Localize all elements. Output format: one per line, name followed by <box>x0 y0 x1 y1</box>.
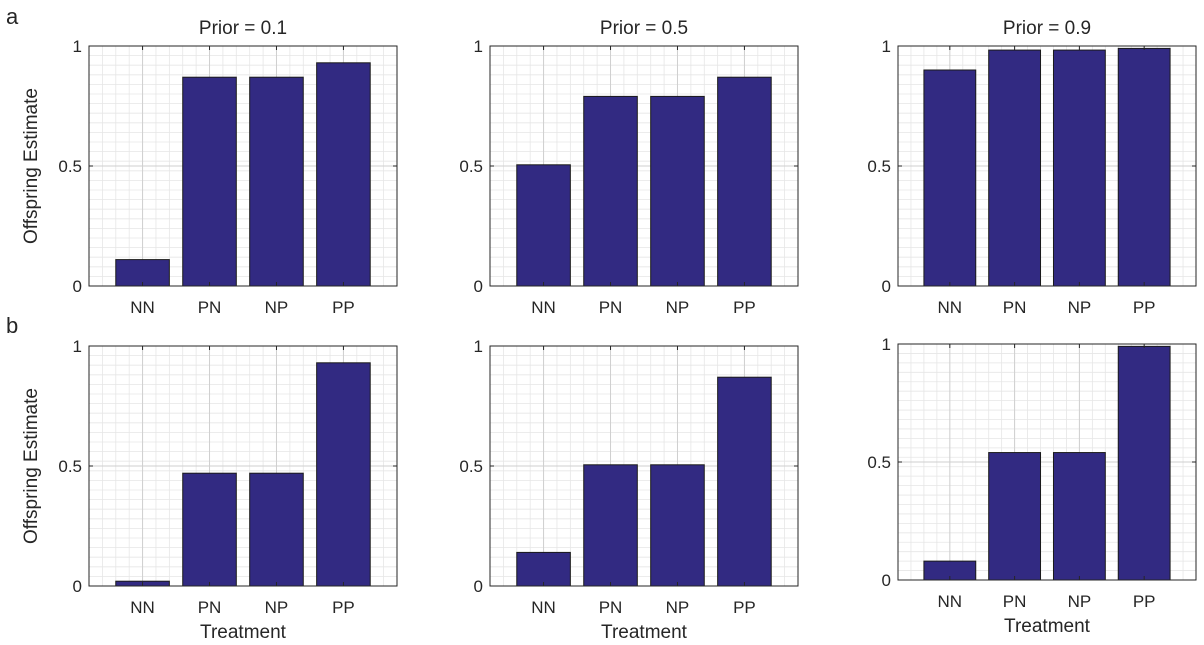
bar-pp <box>717 376 772 587</box>
x-axis-label: Treatment <box>1004 616 1091 637</box>
y-tick-label: 0.5 <box>58 457 82 476</box>
y-tick-label: 1 <box>882 335 891 354</box>
bar-pn <box>988 49 1042 287</box>
bar-nn <box>516 551 571 587</box>
y-tick-label: 0 <box>474 577 483 596</box>
x-tick-label-pp: PP <box>332 298 355 317</box>
x-tick-label-pp: PP <box>332 598 355 617</box>
y-tick-label: 1 <box>73 37 82 56</box>
x-tick-label-pp: PP <box>733 598 756 617</box>
bar-pp <box>717 76 772 287</box>
bar-pn <box>583 95 638 287</box>
y-axis-label: Offspring Estimate <box>21 388 42 544</box>
chart-title: Prior = 0.1 <box>199 18 287 39</box>
y-tick-label: 1 <box>73 337 82 356</box>
bar-chart-panel: 0 0.5 1 NN PN NP PP Treatment <box>867 335 1197 637</box>
y-tick-label: 0 <box>882 571 891 590</box>
y-tick-label: 0.5 <box>459 157 483 176</box>
x-tick-label-pn: PN <box>599 598 623 617</box>
y-tick-label: 1 <box>474 37 483 56</box>
y-tick-label: 1 <box>474 337 483 356</box>
x-tick-label-pn: PN <box>599 298 623 317</box>
x-tick-label-np: NP <box>265 598 289 617</box>
bar-pp <box>316 62 371 287</box>
bar-chart-panel: 0 0.5 1 NN PN NP PP Prior = 0.9 <box>867 18 1197 317</box>
x-tick-label-np: NP <box>666 298 690 317</box>
bar-np <box>1052 49 1106 287</box>
bar-np <box>650 95 705 287</box>
x-tick-label-nn: NN <box>531 598 556 617</box>
y-tick-label: 0.5 <box>867 157 891 176</box>
chart-title: Prior = 0.9 <box>1003 18 1091 39</box>
bar-chart-panel: 0 0.5 1 NN PN NP PP Prior = 0.1 Offspring Estima… <box>21 18 398 317</box>
x-tick-label-nn: NN <box>130 598 155 617</box>
x-tick-label-pp: PP <box>1133 298 1156 317</box>
bar-pn <box>988 452 1042 581</box>
bar-chart-panel: 0 0.5 1 NN PN NP PP Prior = 0.5 <box>459 18 799 317</box>
x-tick-label-np: NP <box>1068 298 1092 317</box>
x-tick-label-np: NP <box>666 598 690 617</box>
x-tick-label-pn: PN <box>198 598 222 617</box>
x-tick-label-np: NP <box>265 298 289 317</box>
bar-np <box>1052 452 1106 581</box>
y-tick-label: 0.5 <box>867 453 891 472</box>
bar-np <box>249 76 304 287</box>
x-tick-label-pn: PN <box>1003 298 1027 317</box>
bar-pp <box>316 362 371 587</box>
x-tick-label-pp: PP <box>733 298 756 317</box>
x-tick-label-pn: PN <box>1003 592 1027 611</box>
y-tick-label: 0 <box>73 577 82 596</box>
x-axis-label: Treatment <box>200 622 287 643</box>
bar-pn <box>583 464 638 587</box>
y-tick-label: 0.5 <box>58 157 82 176</box>
bar-np <box>650 464 705 587</box>
bar-pp <box>1117 47 1171 287</box>
bar-nn <box>516 164 571 287</box>
x-tick-label-pp: PP <box>1133 592 1156 611</box>
chart-title: Prior = 0.5 <box>600 18 688 39</box>
x-axis-label: Treatment <box>601 622 688 643</box>
bar-pn <box>182 76 237 287</box>
y-tick-label: 0 <box>73 277 82 296</box>
y-tick-label: 0 <box>474 277 483 296</box>
x-tick-label-nn: NN <box>938 298 963 317</box>
y-tick-label: 0.5 <box>459 457 483 476</box>
row-label-b: b <box>6 313 18 338</box>
bar-nn <box>923 69 977 287</box>
bar-chart-panel: 0 0.5 1 NN PN NP PP Treatment Offspring Estimate <box>21 337 398 643</box>
bar-pn <box>182 472 237 587</box>
row-label-a: a <box>6 4 19 29</box>
y-tick-label: 1 <box>882 37 891 56</box>
x-tick-label-nn: NN <box>938 592 963 611</box>
x-tick-label-nn: NN <box>531 298 556 317</box>
bar-chart-panel: 0 0.5 1 NN PN NP PP Treatment <box>459 337 799 643</box>
y-axis-label: Offspring Estimate <box>21 88 42 244</box>
chart-grid: 0 0.5 1 NN PN NP PP Prior = 0.1 Offspring Estima… <box>21 18 1197 643</box>
x-tick-label-pn: PN <box>198 298 222 317</box>
x-tick-label-nn: NN <box>130 298 155 317</box>
bar-np <box>249 472 304 587</box>
y-tick-label: 0 <box>882 277 891 296</box>
bar-pp <box>1117 345 1171 581</box>
x-tick-label-np: NP <box>1068 592 1092 611</box>
